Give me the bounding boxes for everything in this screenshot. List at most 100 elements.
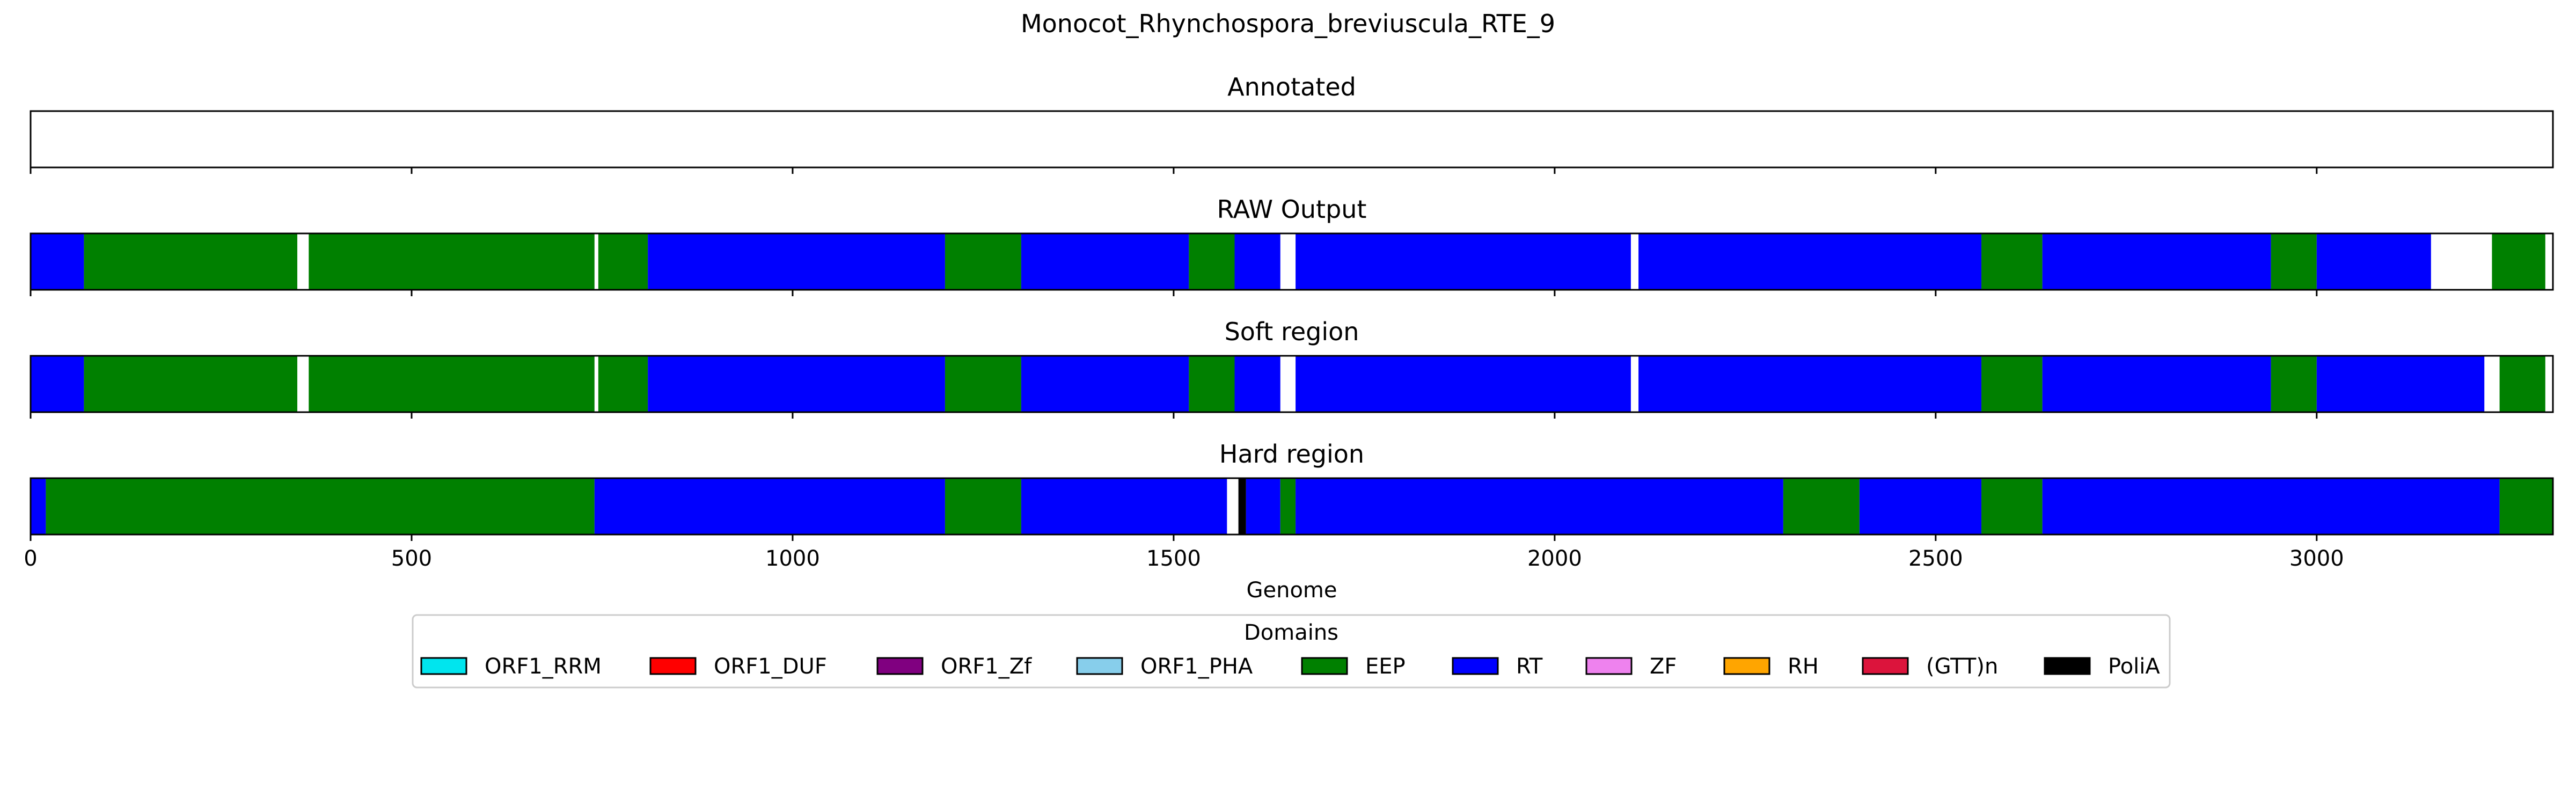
segment-eep xyxy=(2492,233,2545,290)
track-title: RAW Output xyxy=(1217,195,1367,224)
segment-rt xyxy=(2042,356,2271,412)
legend: Domains ORF1_RRM ORF1_DUF ORF1_Zf ORF1_PHA E… xyxy=(412,614,2171,689)
legend-entries: ORF1_RRM ORF1_DUF ORF1_Zf ORF1_PHA EEP RT ZF RH… xyxy=(420,654,2160,679)
segment-rt xyxy=(1638,356,1982,412)
segment-eep xyxy=(945,478,1021,535)
segment-rt xyxy=(1296,233,1631,290)
legend-item-zf: ZF xyxy=(1585,654,1677,679)
segment-rt xyxy=(1021,478,1227,535)
x-axis-label: Genome xyxy=(1246,578,1337,603)
segment-eep xyxy=(84,233,297,290)
legend-label: RT xyxy=(1516,654,1543,679)
x-tick-label: 2500 xyxy=(1908,546,1963,571)
legend-label: ORF1_Zf xyxy=(941,654,1032,679)
track-hard-region: Hard region 0 500 1000 1500 2000 2500 3000 xyxy=(24,440,2554,571)
segment-eep xyxy=(945,356,1021,412)
segment-rt xyxy=(1021,356,1189,412)
segment-rt xyxy=(1296,478,1783,535)
segment-eep xyxy=(598,356,648,412)
segment-rt xyxy=(2316,233,2431,290)
track-frame xyxy=(30,477,2554,536)
x-tick-label: 0 xyxy=(24,546,37,571)
legend-title: Domains xyxy=(1244,620,1338,645)
legend-swatch xyxy=(649,657,697,675)
legend-swatch xyxy=(420,657,467,675)
track-soft-region: Soft region xyxy=(30,317,2554,419)
legend-item-orf1pha: ORF1_PHA xyxy=(1076,654,1253,679)
segment-rt xyxy=(1638,233,1982,290)
segment-eep xyxy=(2271,233,2317,290)
track-frame xyxy=(30,110,2554,169)
segment-rt xyxy=(648,233,945,290)
figure-title: Monocot_Rhynchospora_breviuscula_RTE_9 xyxy=(1021,9,1555,38)
legend-item-rt: RT xyxy=(1452,654,1543,679)
segment-rt xyxy=(1246,478,1280,535)
legend-item-gttn: (GTT)n xyxy=(1862,654,1998,679)
x-tick-label: 500 xyxy=(391,546,432,571)
segment-rt xyxy=(1234,233,1280,290)
legend-item-polia: PoliA xyxy=(2044,654,2160,679)
segment-eep xyxy=(2499,478,2553,535)
track-frame xyxy=(30,232,2554,291)
track-title: Annotated xyxy=(1227,72,1356,101)
segment-rt xyxy=(648,356,945,412)
segment-eep xyxy=(46,478,595,535)
track-raw-output: RAW Output xyxy=(30,195,2554,296)
legend-swatch xyxy=(2044,657,2091,675)
track-annotated: Annotated xyxy=(30,72,2554,174)
track-frame xyxy=(30,355,2554,413)
legend-swatch xyxy=(1301,657,1348,675)
legend-label: EEP xyxy=(1365,654,1406,679)
legend-swatch xyxy=(1452,657,1499,675)
legend-swatch xyxy=(1585,657,1633,675)
legend-swatch xyxy=(1862,657,1909,675)
segment-eep xyxy=(1981,478,2043,535)
segment-eep xyxy=(2499,356,2545,412)
legend-item-orf1duf: ORF1_DUF xyxy=(649,654,827,679)
segment-rt xyxy=(1234,356,1280,412)
legend-swatch xyxy=(1723,657,1770,675)
segment-rt xyxy=(1296,356,1631,412)
x-tick-label: 2000 xyxy=(1527,546,1582,571)
segment-eep xyxy=(1981,356,2043,412)
segment-rt xyxy=(2042,233,2271,290)
legend-item-orf1zf: ORF1_Zf xyxy=(876,654,1032,679)
legend-swatch xyxy=(876,657,924,675)
legend-label: ZF xyxy=(1650,654,1677,679)
segment-eep xyxy=(1280,478,1296,535)
segment-eep xyxy=(1783,478,1860,535)
x-tick-label: 3000 xyxy=(2289,546,2344,571)
legend-label: (GTT)n xyxy=(1926,654,1998,679)
segment-rt xyxy=(2316,356,2485,412)
segment-rt xyxy=(31,233,84,290)
legend-item-rh: RH xyxy=(1723,654,1819,679)
segment-eep xyxy=(945,233,1021,290)
segment-rt xyxy=(1859,478,1982,535)
track-title: Soft region xyxy=(1225,317,1359,346)
segment-eep xyxy=(2271,356,2317,412)
segment-eep xyxy=(84,356,297,412)
legend-label: ORF1_RRM xyxy=(485,654,602,679)
segment-rt xyxy=(594,478,945,535)
segment-eep xyxy=(598,233,648,290)
legend-label: RH xyxy=(1788,654,1819,679)
segment-eep xyxy=(1189,233,1235,290)
legend-swatch xyxy=(1076,657,1123,675)
segment-rt xyxy=(2042,478,2500,535)
tracks: Annotated RAW Output Soft region Hard regio… xyxy=(24,72,2554,571)
track-title: Hard region xyxy=(1219,440,1364,469)
legend-item-orf1rrm: ORF1_RRM xyxy=(420,654,602,679)
legend-item-eep: EEP xyxy=(1301,654,1406,679)
segment-eep xyxy=(309,233,595,290)
segment-eep xyxy=(309,356,595,412)
legend-label: PoliA xyxy=(2108,654,2160,679)
legend-label: ORF1_DUF xyxy=(714,654,827,679)
segment-rt xyxy=(31,356,84,412)
legend-label: ORF1_PHA xyxy=(1140,654,1253,679)
x-tick-label: 1000 xyxy=(765,546,820,571)
segment-rt xyxy=(1021,233,1189,290)
x-tick-label: 1500 xyxy=(1146,546,1201,571)
segment-eep xyxy=(1981,233,2043,290)
segment-eep xyxy=(1189,356,1235,412)
